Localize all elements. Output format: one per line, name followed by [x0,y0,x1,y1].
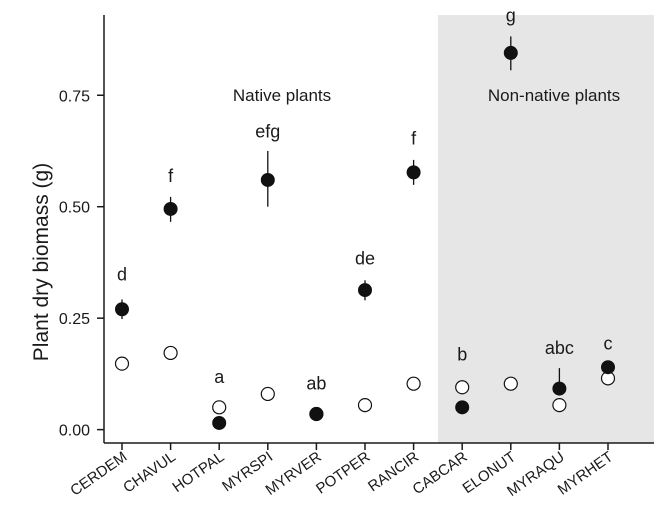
filled-point [406,165,421,180]
y-ticks: 0.00 0.25 0.50 0.75 [59,88,104,440]
open-point [260,386,275,402]
y-tick-label: 0.50 [59,200,90,217]
filled-point [212,415,227,430]
chart-marks: d f a efg ab de f b g abc c [114,6,616,430]
filled-point [115,302,129,317]
significance-letter: g [506,6,516,26]
non-native-group-label: Non-native plants [488,86,620,105]
significance-letter: c [604,333,613,353]
open-point [552,398,567,413]
y-axis-label: Plant dry biomass (g) [30,163,53,361]
filled-point [601,360,615,375]
open-point [406,376,421,391]
filled-point [309,407,324,422]
significance-letter: d [117,264,127,284]
filled-point [455,400,470,415]
y-tick-label: 0.00 [59,423,90,440]
significance-letter: f [411,128,417,148]
significance-letter: b [457,345,467,365]
significance-letter: efg [255,122,280,142]
significance-letter: a [214,367,225,387]
significance-letter: f [168,166,174,186]
y-tick-label: 0.75 [59,88,90,105]
filled-point [358,283,372,298]
open-point [455,380,470,395]
filled-point [552,381,567,396]
open-point [114,356,130,371]
native-group-label: Native plants [233,86,331,105]
open-point [357,398,373,413]
y-tick-label: 0.25 [59,311,90,328]
filled-point [503,45,518,60]
open-point [503,376,518,391]
filled-point [260,172,275,187]
open-point [163,345,178,361]
filled-point [163,201,178,216]
significance-letter: ab [306,374,326,394]
open-point [212,400,227,415]
non-native-region [437,15,654,443]
significance-letter: abc [545,338,574,358]
significance-letter: de [355,249,375,269]
